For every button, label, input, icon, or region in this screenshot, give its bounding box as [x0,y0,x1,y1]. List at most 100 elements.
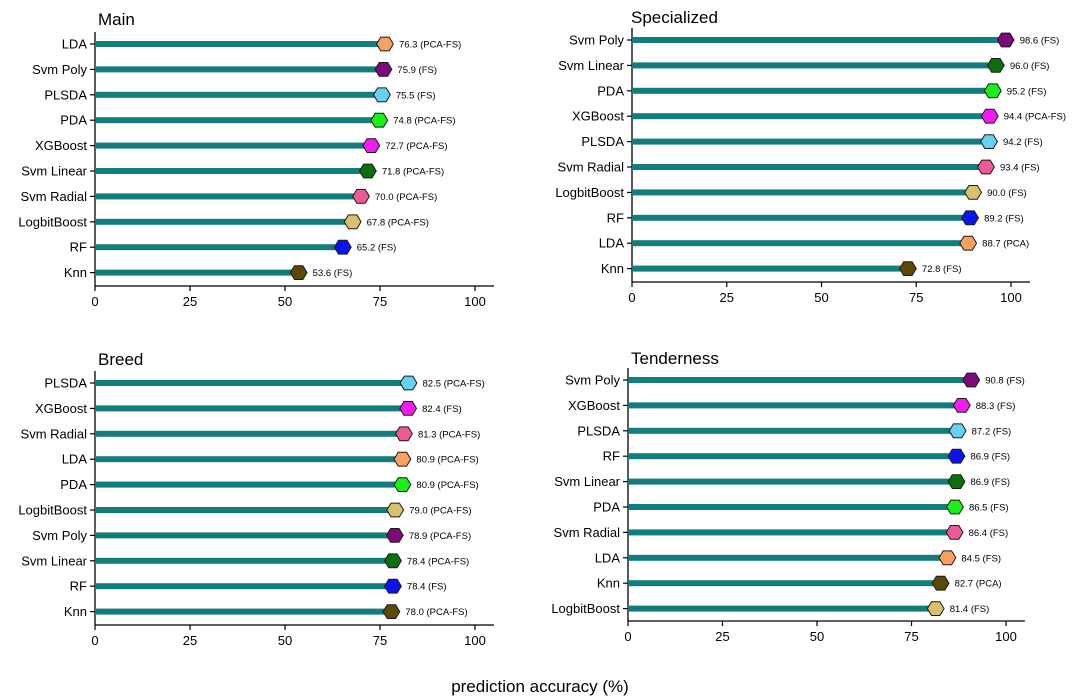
point-marker [333,239,352,255]
data-label: 86.5 (FS) [969,503,1009,514]
data-label: 88.3 (FS) [976,401,1016,412]
bar [95,91,382,98]
bar [628,529,955,536]
point-marker [952,397,971,413]
x-axis-title: prediction accuracy (%) [451,677,629,696]
x-tick-label: 0 [91,633,98,648]
category-label: PLSDA [44,87,87,102]
point-marker [945,524,964,540]
point-marker [370,112,389,128]
bar [632,138,990,145]
bar [628,605,936,612]
panel-tenderness: Tenderness 0 25 50 75 100 Svm Poly 90.8 (FS) XGB… [551,349,1025,644]
data-label: 96.0 (FS) [1010,61,1050,72]
data-label: 75.5 (FS) [396,90,436,101]
bar [628,478,957,485]
point-marker [289,265,308,281]
category-label: Svm Linear [558,58,624,73]
bar [95,583,393,590]
bar [628,580,941,587]
panel-title: Breed [98,350,143,369]
bar [95,380,409,386]
category-label: LogbitBoost [555,185,624,200]
data-label: 82.7 (PCA) [955,579,1002,590]
panel-title: Specialized [631,8,718,27]
bar [628,504,955,510]
point-marker [362,138,381,154]
x-tick-label: 25 [720,290,734,305]
point-marker [961,210,980,226]
data-label: 78.4 (PCA-FS) [407,556,469,567]
data-label: 80.9 (PCA-FS) [416,480,478,491]
point-marker [394,426,413,442]
bar [95,481,403,488]
data-label: 90.8 (FS) [985,376,1025,387]
bar [632,214,971,221]
point-marker [386,502,405,518]
bar [632,37,1006,43]
x-tick-label: 100 [464,633,486,648]
bar [95,142,372,149]
category-label: Knn [601,261,624,276]
category-label: Svm Radial [21,189,88,204]
x-tick-label: 0 [91,294,98,309]
category-label: LogbitBoost [551,601,620,616]
bar [95,66,384,73]
bar [632,113,990,120]
panel-title: Main [98,10,135,29]
bar [628,453,957,460]
category-label: LogbitBoost [18,214,87,229]
category-label: XGBoost [568,398,620,413]
x-tick-label: 50 [278,633,292,648]
data-label: 67.8 (PCA-FS) [367,217,429,228]
category-label: PDA [593,500,620,515]
data-label: 78.9 (PCA-FS) [409,531,471,542]
category-label: RF [70,240,87,255]
point-marker [959,235,978,251]
point-marker [931,575,950,591]
category-label: LDA [62,37,88,52]
point-marker [983,83,1002,99]
data-label: 88.7 (PCA) [982,239,1029,250]
point-marker [375,36,394,52]
data-label: 75.9 (FS) [397,65,437,76]
bar [95,41,385,47]
data-label: 86.4 (FS) [969,528,1009,539]
data-label: 89.2 (FS) [984,213,1024,224]
x-tick-label: 75 [373,294,387,309]
x-tick-label: 0 [628,290,635,305]
category-label: Svm Poly [569,33,624,48]
point-marker [372,87,391,103]
category-label: Knn [597,576,620,591]
chart-panels: Main 0 25 50 75 100 LDA 76.3 (PCA-FS) Svm Poly 75… [18,8,1066,648]
point-marker [399,400,418,416]
category-label: LDA [599,236,625,251]
category-label: Svm Linear [554,474,620,489]
bar [95,532,395,539]
bar [95,168,368,174]
category-label: LDA [595,550,621,565]
x-tick-label: 25 [183,294,197,309]
x-tick-label: 25 [183,633,197,648]
point-marker [399,375,418,391]
bar [632,164,986,170]
bar [628,427,958,434]
category-label: Svm Linear [21,164,87,179]
category-label: RF [70,579,87,594]
point-marker [938,550,957,566]
bar [95,430,404,437]
point-marker [996,32,1015,48]
bar [95,117,380,124]
point-marker [947,448,966,464]
point-marker [352,188,370,204]
category-label: Svm Radial [21,426,88,441]
data-label: 71.8 (PCA-FS) [382,167,444,178]
data-label: 94.4 (PCA-FS) [1004,112,1066,123]
data-label: 82.5 (PCA-FS) [423,379,485,390]
bar [632,189,974,196]
data-label: 74.8 (PCA-FS) [393,116,455,127]
category-label: Svm Poly [32,62,87,77]
bar [632,87,993,94]
category-label: LogbitBoost [18,503,87,518]
data-label: 81.3 (PCA-FS) [418,429,480,440]
